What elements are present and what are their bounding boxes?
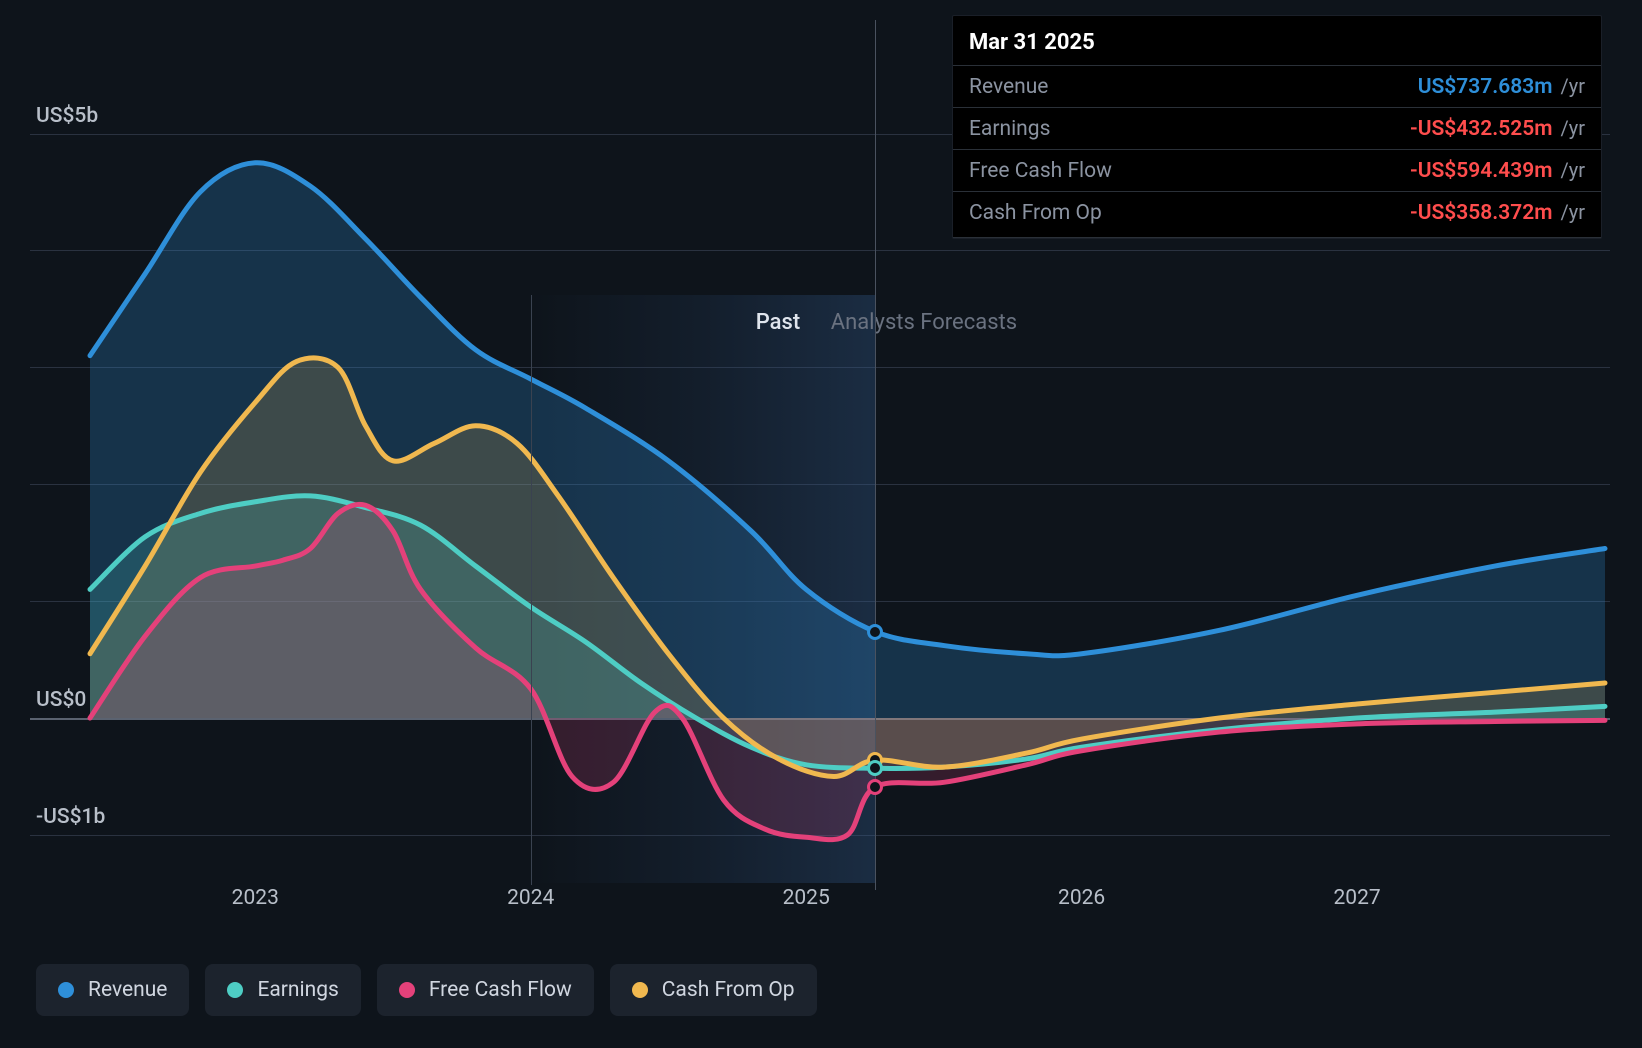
tooltip-panel: Mar 31 2025 RevenueUS$737.683m/yrEarning… (952, 15, 1602, 239)
legend-item-cfo[interactable]: Cash From Op (610, 964, 817, 1016)
tooltip-row-label: Cash From Op (969, 201, 1102, 225)
tooltip-row-unit: /yr (1561, 74, 1586, 98)
revenue-marker (867, 624, 883, 640)
past-label: Past (756, 310, 800, 335)
tooltip-row-label: Free Cash Flow (969, 159, 1112, 183)
tooltip-row-label: Revenue (969, 75, 1048, 99)
x-axis-label: 2024 (507, 886, 554, 910)
tooltip-row: Free Cash Flow -US$594.439m/yr (953, 149, 1601, 191)
legend-label: Earnings (257, 978, 338, 1002)
fcf-marker (867, 779, 883, 795)
tooltip-row-value: -US$432.525m (1410, 117, 1553, 141)
tooltip-row-unit: /yr (1561, 158, 1586, 182)
legend-item-earnings[interactable]: Earnings (205, 964, 360, 1016)
x-axis-label: 2026 (1058, 886, 1105, 910)
tooltip-row: Cash From Op -US$358.372m/yr (953, 191, 1601, 238)
tooltip-row-value: -US$594.439m (1410, 159, 1553, 183)
tooltip-row-value: -US$358.372m (1410, 201, 1553, 225)
tooltip-row: Revenue US$737.683m/yr (953, 65, 1601, 107)
legend-dot-icon (632, 982, 648, 998)
forecast-label: Analysts Forecasts (831, 310, 1017, 335)
legend-dot-icon (227, 982, 243, 998)
legend: Revenue Earnings Free Cash Flow Cash From O… (36, 964, 817, 1016)
tooltip-row: Earnings -US$432.525m/yr (953, 107, 1601, 149)
legend-label: Revenue (88, 978, 167, 1002)
legend-dot-icon (399, 982, 415, 998)
tooltip-row-unit: /yr (1561, 116, 1586, 140)
legend-label: Free Cash Flow (429, 978, 572, 1002)
x-axis-label: 2025 (783, 886, 830, 910)
past-forecast-divider (531, 295, 532, 885)
tooltip-row-value: US$737.683m (1418, 75, 1553, 99)
legend-item-revenue[interactable]: Revenue (36, 964, 189, 1016)
tooltip-date: Mar 31 2025 (953, 16, 1601, 65)
legend-item-fcf[interactable]: Free Cash Flow (377, 964, 594, 1016)
earnings-marker (867, 760, 883, 776)
legend-dot-icon (58, 982, 74, 998)
x-axis-label: 2027 (1333, 886, 1380, 910)
legend-label: Cash From Op (662, 978, 795, 1002)
tooltip-row-unit: /yr (1561, 200, 1586, 224)
tooltip-row-label: Earnings (969, 117, 1050, 141)
x-axis-label: 2023 (232, 886, 279, 910)
